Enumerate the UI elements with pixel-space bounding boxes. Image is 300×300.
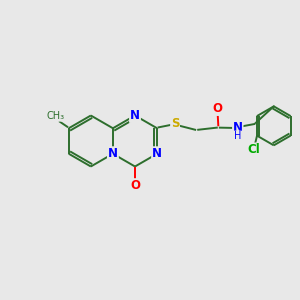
Text: N: N <box>233 121 243 134</box>
Text: N: N <box>130 109 140 122</box>
Text: H: H <box>234 131 242 141</box>
Text: N: N <box>152 147 162 160</box>
Text: S: S <box>171 117 179 130</box>
Text: O: O <box>213 102 223 115</box>
Text: O: O <box>130 179 140 192</box>
Text: Cl: Cl <box>248 143 260 156</box>
Text: CH₃: CH₃ <box>47 111 65 121</box>
Text: N: N <box>108 147 118 160</box>
